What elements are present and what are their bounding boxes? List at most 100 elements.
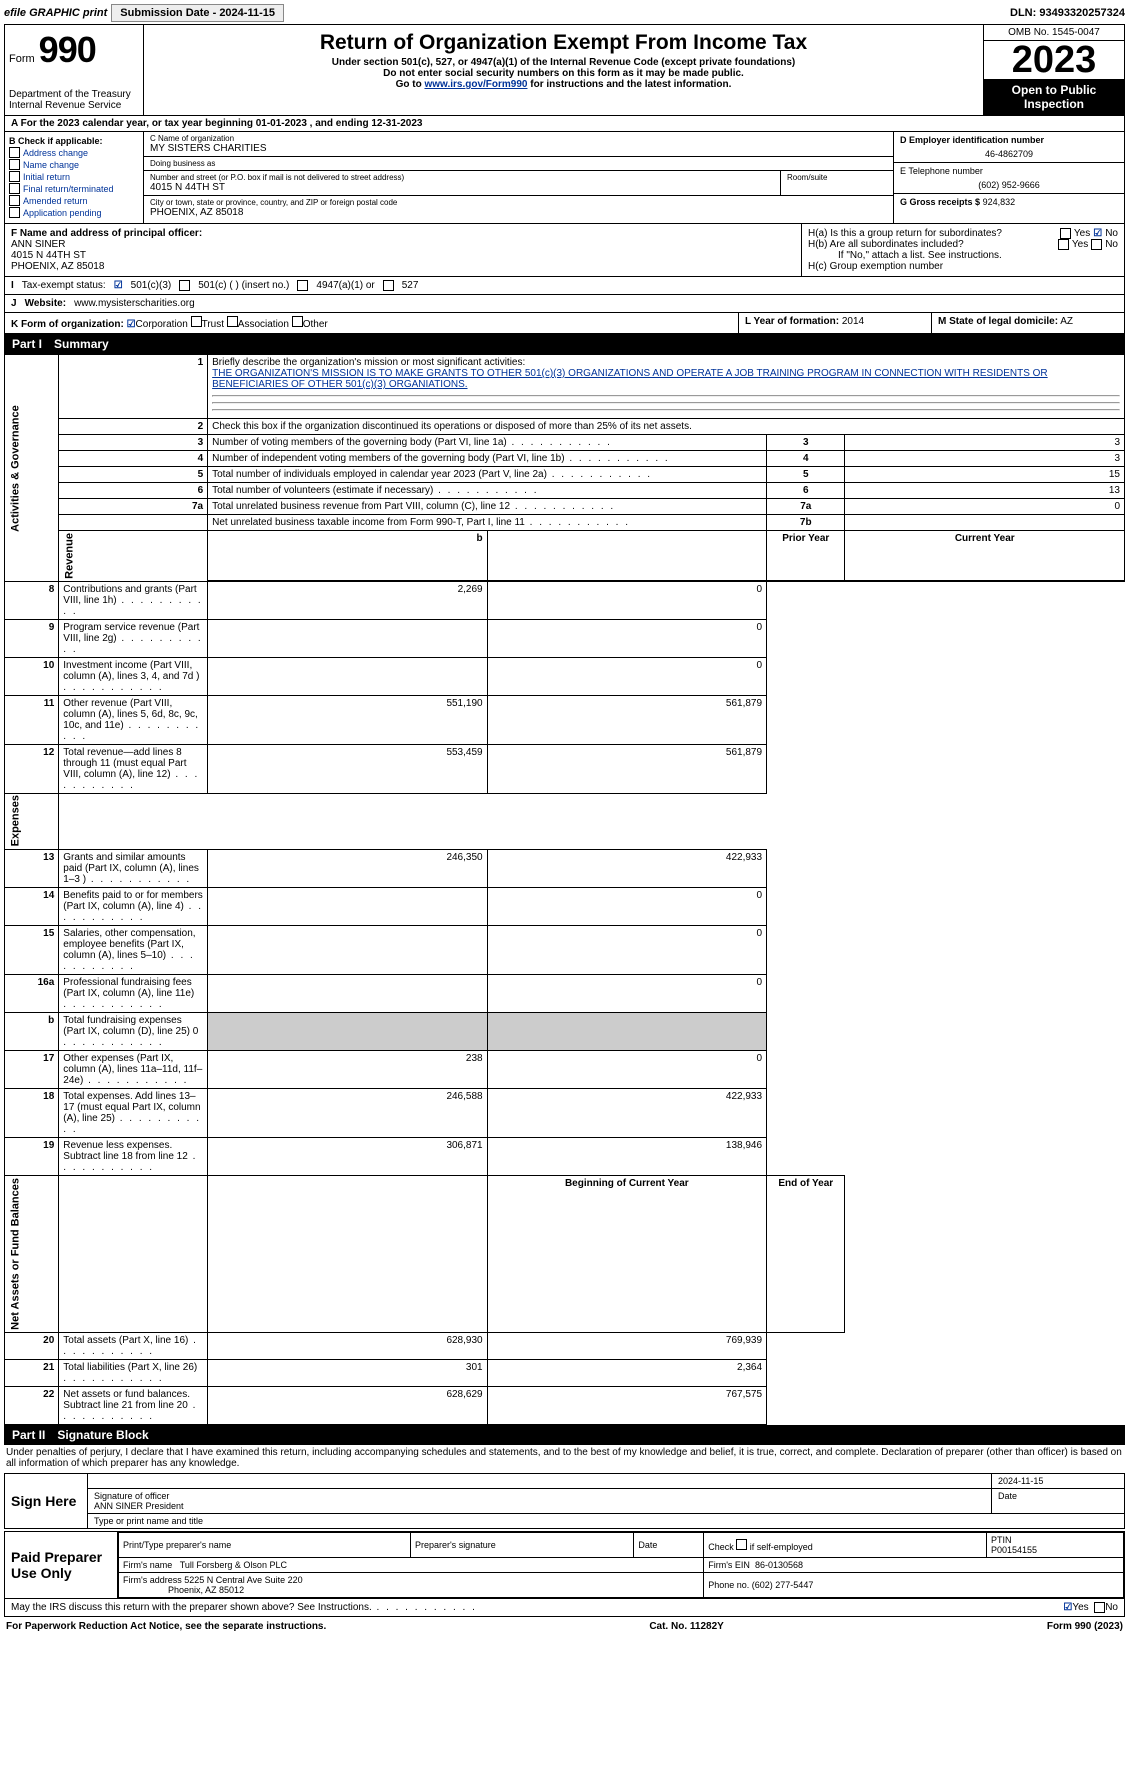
check-icon: ☑	[1093, 228, 1102, 239]
ha-label: H(a) Is this a group return for subordin…	[808, 228, 1060, 239]
fh-block: F Name and address of principal officer:…	[4, 224, 1125, 277]
line-num: 11	[5, 695, 59, 744]
current-val: 0	[487, 926, 766, 975]
prior-year-hdr: Prior Year	[767, 531, 845, 582]
line-num	[59, 515, 208, 531]
chk-amended[interactable]: Amended return	[9, 195, 139, 206]
line-num: 10	[5, 657, 59, 695]
k-cell: K Form of organization: ☑Corporation Tru…	[5, 313, 739, 333]
line-desc: Number of independent voting members of …	[208, 451, 767, 467]
hc-label: H(c) Group exemption number	[808, 261, 1118, 272]
chk-name[interactable]: Name change	[9, 159, 139, 170]
line-box: 4	[767, 451, 845, 467]
checkbox-icon[interactable]	[1060, 228, 1071, 239]
line-box: 7b	[767, 515, 845, 531]
part1-title: Summary	[54, 337, 109, 351]
line-val: 3	[845, 451, 1125, 467]
line-box: 6	[767, 483, 845, 499]
header-right: OMB No. 1545-0047 2023 Open to Public In…	[983, 25, 1124, 115]
check-icon: ☑	[127, 319, 136, 330]
current-val: 769,939	[487, 1333, 766, 1360]
dba-label: Doing business as	[150, 159, 887, 168]
prior-val	[208, 888, 487, 926]
prep-date-hdr: Date	[634, 1533, 704, 1558]
checkbox-icon[interactable]	[1058, 239, 1069, 250]
prior-val: 553,459	[208, 744, 487, 793]
checkbox-icon[interactable]	[297, 280, 308, 291]
sign-here-label: Sign Here	[5, 1474, 88, 1528]
line-desc: Salaries, other compensation, employee b…	[59, 926, 208, 975]
open-public: Open to Public Inspection	[984, 79, 1124, 115]
summary-table: Activities & Governance 1 Briefly descri…	[4, 354, 1125, 1425]
subtitle-1: Under section 501(c), 527, or 4947(a)(1)…	[152, 57, 975, 68]
checkbox-icon	[9, 147, 20, 158]
checkbox-icon[interactable]	[736, 1539, 747, 1550]
prior-val: 306,871	[208, 1138, 487, 1176]
line-a: A For the 2023 calendar year, or tax yea…	[4, 115, 1125, 131]
checkbox-icon[interactable]	[1091, 239, 1102, 250]
ein-value: 46-4862709	[900, 145, 1118, 159]
current-val: 0	[487, 1051, 766, 1089]
chk-pending[interactable]: Application pending	[9, 207, 139, 218]
m-cell: M State of legal domicile: AZ	[932, 313, 1124, 333]
identity-block: B Check if applicable: Address change Na…	[4, 131, 1125, 224]
checkbox-icon	[9, 159, 20, 170]
line-desc: Investment income (Part VIII, column (A)…	[59, 657, 208, 695]
gross-label: G Gross receipts $	[900, 197, 980, 207]
submission-date-btn[interactable]: Submission Date - 2024-11-15	[111, 4, 284, 22]
self-emp-cell: Check if self-employed	[704, 1533, 987, 1558]
current-val: 138,946	[487, 1138, 766, 1176]
prior-val: 551,190	[208, 695, 487, 744]
yes-label: Yes	[1072, 1602, 1088, 1613]
no-label: No	[1105, 1602, 1118, 1613]
k-label: K Form of organization:	[11, 319, 124, 330]
b-opt-5: Application pending	[23, 208, 102, 218]
prior-val: 246,350	[208, 850, 487, 888]
m-val: AZ	[1060, 316, 1073, 327]
checkbox-icon	[9, 171, 20, 182]
firm-phone-cell: Phone no. (602) 277-5447	[704, 1573, 1124, 1598]
checkbox-icon[interactable]	[1094, 1602, 1105, 1613]
street-label: Number and street (or P.O. box if mail i…	[150, 173, 774, 182]
website-value: www.mysisterscharities.org	[74, 298, 195, 309]
line-desc: Total unrelated business revenue from Pa…	[208, 499, 767, 515]
chk-address[interactable]: Address change	[9, 147, 139, 158]
chk-initial[interactable]: Initial return	[9, 171, 139, 182]
line-num: 2	[59, 419, 208, 435]
klm-row: K Form of organization: ☑Corporation Tru…	[4, 313, 1125, 334]
current-val: 0	[487, 657, 766, 695]
chk-final[interactable]: Final return/terminated	[9, 183, 139, 194]
line-num: 5	[59, 467, 208, 483]
firm-ein-cell: Firm's EIN 86-0130568	[704, 1558, 1124, 1573]
b-opt-0: Address change	[23, 148, 88, 158]
subtitle-3: Go to www.irs.gov/Form990 for instructio…	[152, 79, 975, 90]
j-label: Website:	[25, 298, 67, 309]
checkbox-icon[interactable]	[227, 316, 238, 327]
officer-sig: ANN SINER President	[94, 1501, 985, 1511]
rev-section-label: Revenue	[59, 531, 208, 582]
checkbox-icon[interactable]	[292, 316, 303, 327]
current-val: 0	[487, 888, 766, 926]
line-num: 13	[5, 850, 59, 888]
checkbox-icon[interactable]	[179, 280, 190, 291]
no-label: No	[1105, 228, 1118, 239]
line-j: J Website: www.mysisterscharities.org	[4, 295, 1125, 313]
dln: DLN: 93493320257324	[1010, 7, 1125, 19]
line-desc: Net unrelated business taxable income fr…	[208, 515, 767, 531]
current-val: 0	[487, 975, 766, 1013]
checkbox-icon[interactable]	[191, 316, 202, 327]
paid-preparer-block: Paid Preparer Use Only Print/Type prepar…	[4, 1531, 1125, 1599]
line-val: 3	[845, 435, 1125, 451]
line-desc: Total expenses. Add lines 13–17 (must eq…	[59, 1089, 208, 1138]
sub3-post: for instructions and the latest informat…	[527, 79, 731, 90]
form-title: Return of Organization Exempt From Incom…	[152, 31, 975, 55]
line-desc: Total assets (Part X, line 16)	[59, 1333, 208, 1360]
end-year-hdr: End of Year	[767, 1176, 845, 1333]
checkbox-icon[interactable]	[383, 280, 394, 291]
perjury-text: Under penalties of perjury, I declare th…	[4, 1445, 1125, 1471]
line-desc: Other expenses (Part IX, column (A), lin…	[59, 1051, 208, 1089]
b-opt-3: Final return/terminated	[23, 184, 114, 194]
city-label: City or town, state or province, country…	[150, 198, 887, 207]
line-desc: Total number of volunteers (estimate if …	[208, 483, 767, 499]
irs-link[interactable]: www.irs.gov/Form990	[424, 79, 527, 90]
